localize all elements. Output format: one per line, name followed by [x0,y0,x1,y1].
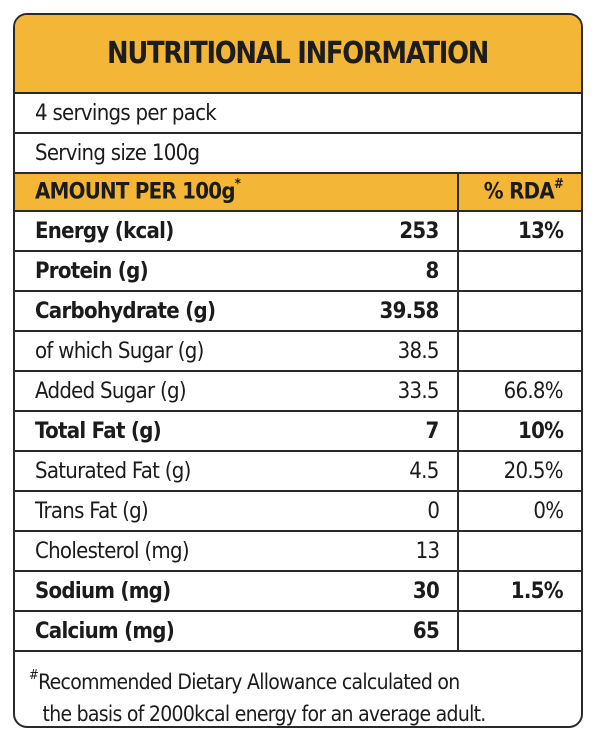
nutrient-name: Carbohydrate (g) [15,292,361,332]
nutrient-rda [457,612,581,652]
nutrient-value: 39.58 [361,292,457,332]
rda-header: % RDA# [457,174,581,212]
nutrient-value-text: 7 [425,418,440,444]
rda-header-label: % RDA [483,179,555,205]
footnote-mark: # [29,668,39,683]
nutrient-name-text: Total Fat (g) [35,418,162,444]
nutrient-value: 33.5 [361,372,457,412]
nutrient-value: 4.5 [361,452,457,492]
nutrient-rda: 20.5% [457,452,581,492]
nutrient-name: Trans Fat (g) [15,492,361,532]
nutrient-value-text: 38.5 [397,338,440,364]
nutrient-name: Calcium (mg) [15,612,361,652]
nutrient-value-text: 13 [415,538,439,564]
nutrient-name: Protein (g) [15,252,361,292]
nutrient-rda: 10% [457,412,581,452]
nutrient-value-text: 0 [427,498,440,524]
nutrient-rda-text: 0% [533,498,564,524]
nutrient-rda: 13% [457,212,581,252]
nutrient-value-text: 4.5 [409,458,440,484]
nutrient-value: 253 [361,212,457,252]
nutrient-name: Added Sugar (g) [15,372,361,412]
nutrient-name-text: of which Sugar (g) [35,338,204,364]
nutrient-name-text: Trans Fat (g) [35,498,149,524]
nutrient-value: 30 [361,572,457,612]
title-band: NUTRITIONAL INFORMATION [15,15,581,94]
nutrient-name: Total Fat (g) [15,412,361,452]
servings-per-pack: 4 servings per pack [35,100,217,126]
nutrient-rda: 1.5% [457,572,581,612]
nutrient-value-text: 33.5 [397,378,440,404]
nutrient-rda-text: 10% [517,418,564,444]
nutrient-value: 38.5 [361,332,457,372]
serving-size-line: Serving size 100g [15,134,581,174]
nutrient-name-text: Calcium (mg) [35,618,175,644]
nutrient-name: Sodium (mg) [15,572,361,612]
footnote-line-1: Recommended Dietary Allowance calculated… [38,670,460,694]
nutrient-name: Cholesterol (mg) [15,532,361,572]
nutrient-rda-text: 1.5% [510,578,564,604]
nutrient-value-text: 65 [412,618,440,644]
nutrient-rda: 66.8% [457,372,581,412]
amount-header: AMOUNT PER 100g* [15,174,361,212]
nutrient-name-text: Saturated Fat (g) [35,458,191,484]
servings-line: 4 servings per pack [15,94,581,134]
nutrient-value: 7 [361,412,457,452]
nutrient-rda [457,332,581,372]
nutrition-label: NUTRITIONAL INFORMATION 4 servings per p… [13,13,583,728]
nutrient-name-text: Added Sugar (g) [35,378,187,404]
footnote-line-2: the basis of 2000kcal energy for an aver… [42,702,487,726]
amount-header-label: AMOUNT PER 100g [35,179,236,205]
nutrient-rda: 0% [457,492,581,532]
amount-header-mark: * [234,177,241,193]
nutrient-table: AMOUNT PER 100g* % RDA# Energy (kcal) 253… [15,174,581,652]
nutrient-value: 0 [361,492,457,532]
nutrient-value: 65 [361,612,457,652]
nutrient-name: of which Sugar (g) [15,332,361,372]
nutrient-value: 8 [361,252,457,292]
nutrient-value-text: 8 [425,258,440,284]
nutrient-value: 13 [361,532,457,572]
serving-size: Serving size 100g [35,140,200,166]
nutrient-rda [457,532,581,572]
nutrient-value-text: 30 [412,578,440,604]
rda-header-mark: # [553,177,564,193]
nutrient-name-text: Protein (g) [35,258,149,284]
nutrient-name: Energy (kcal) [15,212,361,252]
nutrient-name: Saturated Fat (g) [15,452,361,492]
nutrient-name-text: Carbohydrate (g) [35,298,216,324]
footnote: #Recommended Dietary Allowance calculate… [15,652,581,726]
nutrient-name-text: Sodium (mg) [35,578,171,604]
nutrient-rda-text: 20.5% [503,458,564,484]
nutrient-value-text: 253 [399,218,440,244]
label-title: NUTRITIONAL INFORMATION [107,36,489,71]
nutrient-rda-text: 13% [517,218,564,244]
value-header [361,174,457,212]
nutrient-value-text: 39.58 [379,298,440,324]
nutrient-rda [457,292,581,332]
nutrient-rda-text: 66.8% [503,378,564,404]
nutrient-rda [457,252,581,292]
nutrient-name-text: Cholesterol (mg) [35,538,190,564]
nutrient-name-text: Energy (kcal) [35,218,174,244]
